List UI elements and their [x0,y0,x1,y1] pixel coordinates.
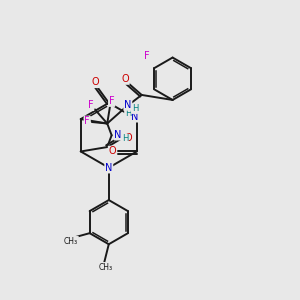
Text: N: N [114,130,122,140]
Text: H: H [122,134,128,143]
Text: O: O [122,74,129,84]
Text: H: H [125,109,131,118]
Text: O: O [91,77,99,87]
Text: N: N [131,112,138,122]
Text: N: N [105,163,112,173]
Text: F: F [84,116,90,126]
Text: H: H [132,104,138,113]
Text: CH₃: CH₃ [99,263,113,272]
Text: O: O [109,146,116,157]
Text: F: F [88,100,94,110]
Text: CH₃: CH₃ [64,237,78,246]
Text: O: O [124,133,132,143]
Text: F: F [109,96,115,106]
Text: N: N [124,100,131,110]
Text: F: F [144,51,149,62]
